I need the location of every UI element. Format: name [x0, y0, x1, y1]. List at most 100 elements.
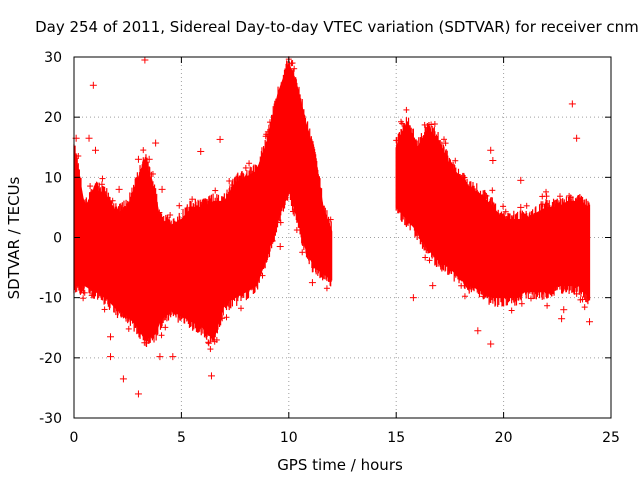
series-point: [489, 187, 496, 194]
series-point: [167, 212, 174, 219]
series-point: [502, 208, 509, 215]
series-point: [149, 170, 156, 177]
series-point: [458, 282, 465, 289]
series-point: [518, 300, 525, 307]
outlier-point: [487, 146, 495, 154]
outlier-point: [85, 134, 93, 142]
series-point: [323, 285, 330, 292]
outlier-point: [276, 243, 284, 251]
series-point: [162, 324, 169, 331]
series-point: [440, 136, 447, 143]
series-point: [403, 106, 410, 113]
outlier-point: [308, 279, 316, 287]
series-point: [543, 193, 550, 200]
x-tick-label: 15: [387, 430, 405, 446]
series-point: [289, 60, 296, 67]
outlier-point: [107, 353, 115, 361]
series-point: [508, 307, 515, 314]
outlier-point: [107, 333, 115, 341]
x-axis-label: GPS time / hours: [277, 456, 403, 474]
outlier-point: [145, 155, 153, 163]
tick-labels: 0 5 10 15 20 25 -30 -20 -10 0 10 20 30: [39, 50, 620, 446]
series-point: [75, 153, 82, 160]
outlier-point: [115, 185, 123, 193]
series-point: [81, 289, 88, 296]
series-point: [431, 121, 438, 128]
outlier-point: [134, 390, 142, 398]
series-point: [207, 346, 214, 353]
series-point: [581, 304, 588, 311]
series-point: [205, 340, 212, 347]
outlier-point: [91, 146, 99, 154]
outlier-point: [560, 306, 568, 314]
y-tick-label: 30: [44, 50, 62, 66]
outlier-point: [119, 375, 127, 383]
outlier-point: [573, 134, 581, 142]
series-point: [483, 192, 490, 199]
series-point: [99, 175, 106, 182]
series-point: [573, 290, 580, 297]
series-point: [213, 336, 220, 343]
series-point: [223, 314, 230, 321]
outlier-point: [169, 353, 177, 361]
outlier-point: [568, 100, 576, 108]
y-tick-label: 0: [53, 231, 62, 247]
series-point: [426, 257, 433, 264]
outlier-point: [207, 372, 215, 380]
series-point: [205, 339, 212, 346]
series-point: [87, 183, 94, 190]
data-layer: [72, 56, 594, 398]
series-point: [442, 140, 449, 147]
y-tick-label: -30: [39, 411, 62, 427]
outlier-point: [409, 294, 417, 302]
series-point: [500, 203, 507, 210]
x-tick-label: 20: [495, 430, 513, 446]
x-tick-label: 5: [177, 430, 186, 446]
outlier-point: [558, 315, 566, 323]
series-point: [80, 295, 87, 302]
series-point: [556, 193, 563, 200]
outlier-point: [489, 156, 497, 164]
outlier-point: [156, 353, 164, 361]
ticks: [73, 56, 612, 419]
y-tick-label: 10: [44, 170, 62, 186]
outlier-point: [487, 340, 495, 348]
series-point: [242, 164, 249, 171]
series-point: [189, 196, 196, 203]
series-point: [523, 202, 530, 209]
series-point: [140, 147, 147, 154]
outlier-point: [152, 139, 160, 147]
outlier-point: [197, 147, 205, 155]
outlier-point: [474, 327, 482, 335]
outlier-point: [530, 282, 538, 290]
series-point: [226, 177, 233, 184]
outlier-point: [134, 155, 142, 163]
chart-title: Day 254 of 2011, Sidereal Day-to-day VTE…: [35, 18, 640, 36]
outlier-point: [158, 185, 166, 193]
outlier-point: [89, 81, 97, 89]
series-point: [293, 227, 300, 234]
series-point: [299, 249, 306, 256]
series-point: [543, 188, 550, 195]
outlier-point: [141, 56, 149, 64]
series-point: [544, 302, 551, 309]
series-point: [452, 157, 459, 164]
outlier-point: [429, 282, 437, 290]
series-point: [219, 315, 226, 322]
grid: [74, 57, 611, 418]
series-point: [259, 272, 266, 279]
series-point: [125, 325, 132, 332]
x-tick-label: 0: [70, 430, 79, 446]
series-point: [422, 254, 429, 261]
series-point: [109, 197, 116, 204]
series-point: [461, 293, 468, 300]
series-point: [176, 202, 183, 209]
x-tick-label: 25: [602, 430, 620, 446]
series-point: [291, 65, 298, 72]
outlier-point: [517, 203, 525, 211]
series-point: [238, 305, 245, 312]
y-tick-label: -10: [39, 291, 62, 307]
series-point: [212, 187, 219, 194]
series-point: [158, 332, 165, 339]
